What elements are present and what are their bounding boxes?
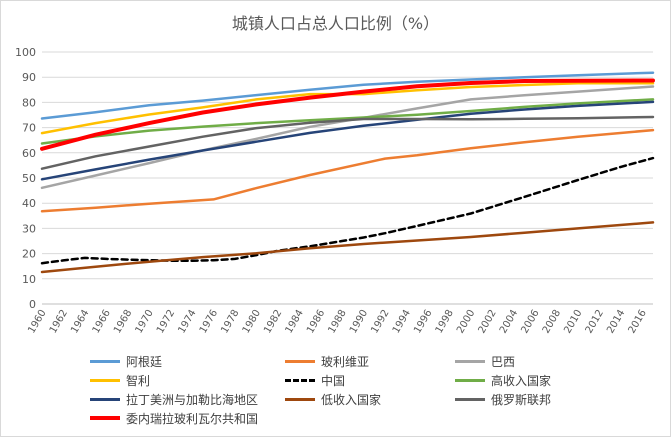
y-tick-label: 50 [22,172,36,185]
x-tick-label: 2012 [584,308,606,336]
legend-swatch [90,378,120,382]
series-line [40,71,655,120]
x-tick-label: 1994 [391,308,413,336]
legend-swatch [90,359,120,363]
x-tick-label: 1982 [262,308,284,336]
legend-label: 拉丁美洲与加勒比海地区 [126,392,259,407]
x-tick-label: 1980 [241,308,263,336]
x-tick-label: 1962 [48,308,70,336]
legend-item: 低收入国家 [285,390,381,408]
legend-item: 阿根廷 [90,352,162,370]
legend-item: 玻利维亚 [285,352,369,370]
x-tick-label: 1968 [112,308,134,336]
x-tick-label: 1990 [348,308,370,336]
chart-legend: 阿根廷 玻利维亚 巴西智利 中国 高收入国家拉丁美洲与加勒比海地区 低收入国家 俄罗斯联邦委… [90,352,650,432]
y-tick-label: 30 [22,222,36,235]
legend-item: 巴西 [455,352,515,370]
y-tick-label: 20 [22,248,36,261]
series-line [40,115,655,170]
y-tick-label: 70 [22,122,36,135]
x-tick-label: 1984 [284,308,306,336]
y-tick-label: 80 [22,96,36,109]
y-tick-label: 0 [29,298,36,311]
x-tick-label: 1988 [326,308,348,336]
y-tick-label: 90 [22,71,36,84]
legend-swatch [455,359,485,363]
legend-label: 中国 [321,373,346,388]
legend-label: 高收入国家 [491,373,552,388]
series-line [40,78,655,151]
legend-item: 智利 [90,371,150,389]
series-line [40,100,655,181]
legend-item: 拉丁美洲与加勒比海地区 [90,390,258,408]
y-tick-label: 10 [22,273,36,286]
x-tick-label: 1964 [69,308,91,336]
legend-label: 巴西 [491,354,516,369]
x-tick-label: 1986 [305,308,327,336]
x-tick-label: 1966 [91,308,113,336]
legend-label: 低收入国家 [321,392,382,407]
series-line [40,85,655,190]
x-tick-label: 2000 [455,308,477,336]
x-tick-label: 2010 [562,308,584,336]
series-line [40,98,655,145]
legend-swatch [285,359,315,363]
x-tick-label: 2004 [498,308,520,336]
series-line [40,221,655,274]
x-tick-label: 2002 [477,308,499,336]
series-line [40,128,655,213]
legend-swatch [455,378,485,382]
series-line [40,156,655,265]
x-tick-label: 1972 [155,308,177,336]
chart-title: 城镇人口占总人口比例（%） [231,14,440,33]
legend-label: 玻利维亚 [321,354,370,369]
x-tick-label: 1978 [219,308,241,336]
x-tick-label: 2016 [627,308,649,336]
legend-swatch [90,397,120,401]
legend-item: 高收入国家 [455,371,551,389]
x-tick-label: 1960 [26,308,48,336]
legend-label: 俄罗斯联邦 [491,392,552,407]
legend-label: 委内瑞拉玻利瓦尔共和国 [126,411,259,426]
y-tick-label: 40 [22,197,36,210]
legend-item: 中国 [285,371,345,389]
legend-swatch [90,416,120,420]
legend-swatch [285,378,315,382]
y-tick-label: 100 [15,46,36,59]
x-tick-label: 2008 [541,308,563,336]
legend-item: 委内瑞拉玻利瓦尔共和国 [90,409,258,427]
y-tick-label: 60 [22,147,36,160]
legend-label: 智利 [126,373,151,388]
x-tick-label: 2014 [605,308,627,336]
legend-item: 俄罗斯联邦 [455,390,551,408]
x-tick-label: 1970 [134,308,156,336]
x-tick-label: 1976 [198,308,220,336]
legend-label: 阿根廷 [126,354,163,369]
x-tick-label: 1992 [369,308,391,336]
legend-swatch [455,397,485,401]
x-tick-label: 1998 [434,308,456,336]
x-tick-label: 1974 [176,308,198,336]
legend-swatch [285,397,315,401]
x-tick-label: 1996 [412,308,434,336]
x-tick-label: 2006 [519,308,541,336]
